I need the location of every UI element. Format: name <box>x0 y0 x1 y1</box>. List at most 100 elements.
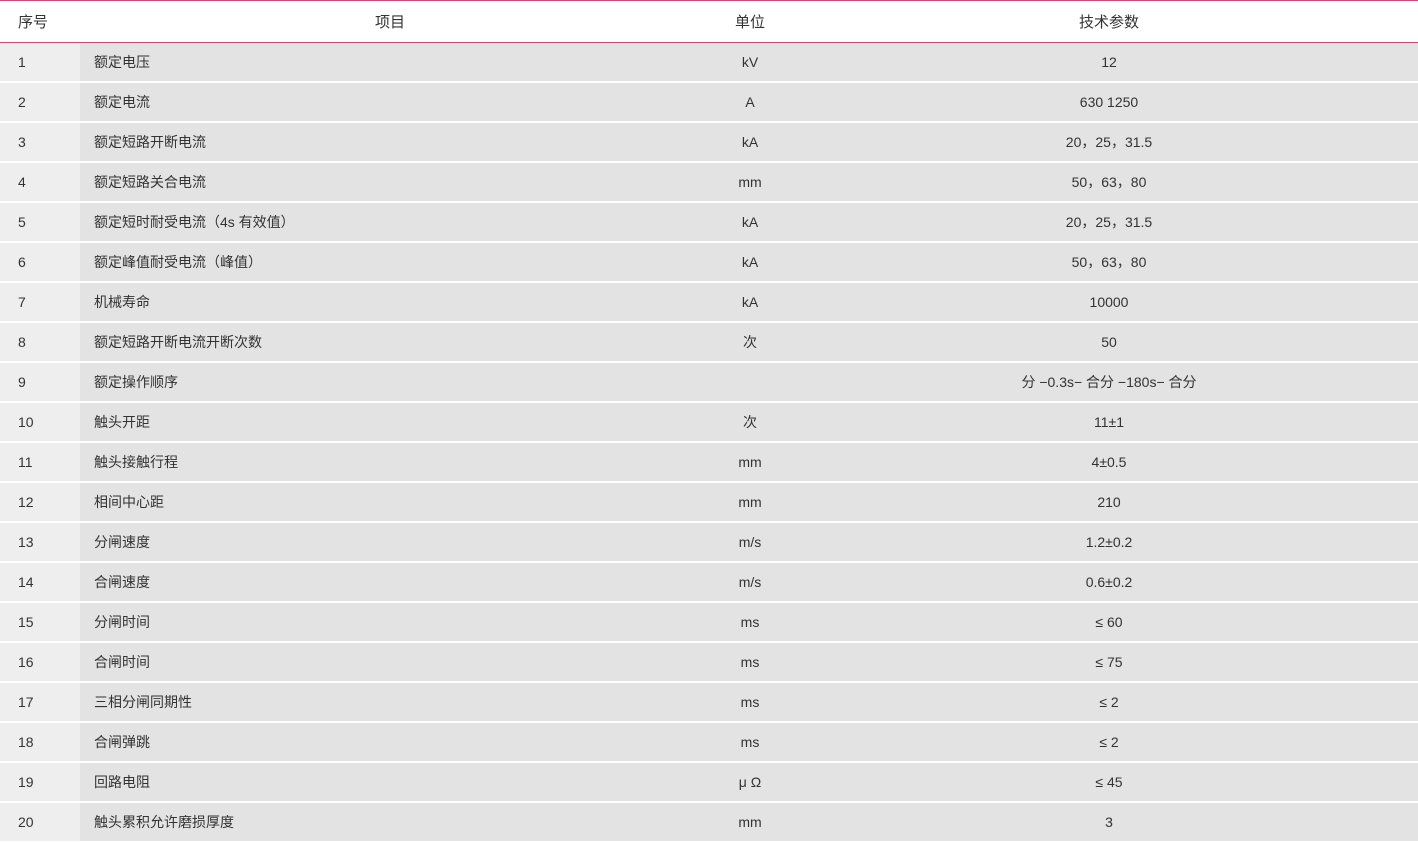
cell-param: 11±1 <box>800 402 1418 442</box>
table-row: 15分闸时间ms≤ 60 <box>0 602 1418 642</box>
table-row: 12相间中心距mm210 <box>0 482 1418 522</box>
spec-table: 序号 项目 单位 技术参数 1额定电压kV122额定电流A630 12503额定… <box>0 0 1418 843</box>
cell-seq: 16 <box>0 642 80 682</box>
table-row: 6额定峰值耐受电流（峰值）kA50，63，80 <box>0 242 1418 282</box>
table-row: 11触头接触行程mm4±0.5 <box>0 442 1418 482</box>
cell-item: 额定短时耐受电流（4s 有效值） <box>80 202 700 242</box>
cell-unit: 次 <box>700 402 800 442</box>
cell-seq: 9 <box>0 362 80 402</box>
cell-seq: 12 <box>0 482 80 522</box>
cell-param: ≤ 2 <box>800 682 1418 722</box>
header-item: 项目 <box>80 1 700 43</box>
cell-item: 合闸速度 <box>80 562 700 602</box>
cell-seq: 13 <box>0 522 80 562</box>
cell-param: 1.2±0.2 <box>800 522 1418 562</box>
cell-item: 额定操作顺序 <box>80 362 700 402</box>
cell-unit: kV <box>700 43 800 83</box>
cell-unit: mm <box>700 802 800 842</box>
cell-item: 三相分闸同期性 <box>80 682 700 722</box>
cell-seq: 4 <box>0 162 80 202</box>
header-seq: 序号 <box>0 1 80 43</box>
cell-param: 4±0.5 <box>800 442 1418 482</box>
header-row: 序号 项目 单位 技术参数 <box>0 1 1418 43</box>
cell-seq: 18 <box>0 722 80 762</box>
cell-item: 额定短路开断电流开断次数 <box>80 322 700 362</box>
cell-unit: ms <box>700 642 800 682</box>
cell-item: 额定电流 <box>80 82 700 122</box>
cell-unit: m/s <box>700 562 800 602</box>
cell-param: 630 1250 <box>800 82 1418 122</box>
table-row: 7机械寿命kA10000 <box>0 282 1418 322</box>
table-row: 13分闸速度m/s1.2±0.2 <box>0 522 1418 562</box>
cell-unit: kA <box>700 242 800 282</box>
cell-param: 50，63，80 <box>800 162 1418 202</box>
cell-param: 分 −0.3s− 合分 −180s− 合分 <box>800 362 1418 402</box>
table-row: 1额定电压kV12 <box>0 43 1418 83</box>
table-row: 5额定短时耐受电流（4s 有效值）kA20，25，31.5 <box>0 202 1418 242</box>
cell-unit: mm <box>700 482 800 522</box>
cell-param: 10000 <box>800 282 1418 322</box>
cell-seq: 19 <box>0 762 80 802</box>
cell-param: 12 <box>800 43 1418 83</box>
table-row: 8额定短路开断电流开断次数次50 <box>0 322 1418 362</box>
cell-item: 额定电压 <box>80 43 700 83</box>
cell-item: 合闸时间 <box>80 642 700 682</box>
cell-seq: 14 <box>0 562 80 602</box>
cell-item: 相间中心距 <box>80 482 700 522</box>
cell-unit: A <box>700 82 800 122</box>
cell-unit: kA <box>700 202 800 242</box>
cell-item: 额定峰值耐受电流（峰值） <box>80 242 700 282</box>
header-unit: 单位 <box>700 1 800 43</box>
table-row: 16合闸时间ms≤ 75 <box>0 642 1418 682</box>
table-row: 17三相分闸同期性ms≤ 2 <box>0 682 1418 722</box>
cell-seq: 1 <box>0 43 80 83</box>
table-row: 19回路电阻μ Ω≤ 45 <box>0 762 1418 802</box>
cell-param: 50 <box>800 322 1418 362</box>
cell-item: 机械寿命 <box>80 282 700 322</box>
cell-seq: 20 <box>0 802 80 842</box>
cell-unit: kA <box>700 282 800 322</box>
cell-param: 20，25，31.5 <box>800 202 1418 242</box>
cell-seq: 15 <box>0 602 80 642</box>
cell-unit: ms <box>700 682 800 722</box>
cell-unit: mm <box>700 442 800 482</box>
cell-unit: 次 <box>700 322 800 362</box>
cell-unit: μ Ω <box>700 762 800 802</box>
header-param: 技术参数 <box>800 1 1418 43</box>
cell-unit <box>700 362 800 402</box>
cell-item: 触头接触行程 <box>80 442 700 482</box>
cell-seq: 8 <box>0 322 80 362</box>
table-row: 10触头开距次11±1 <box>0 402 1418 442</box>
cell-unit: ms <box>700 602 800 642</box>
cell-seq: 17 <box>0 682 80 722</box>
table-row: 18合闸弹跳ms≤ 2 <box>0 722 1418 762</box>
cell-unit: m/s <box>700 522 800 562</box>
cell-seq: 7 <box>0 282 80 322</box>
cell-item: 分闸时间 <box>80 602 700 642</box>
cell-seq: 3 <box>0 122 80 162</box>
cell-param: ≤ 60 <box>800 602 1418 642</box>
table-row: 14合闸速度m/s0.6±0.2 <box>0 562 1418 602</box>
cell-item: 额定短路开断电流 <box>80 122 700 162</box>
cell-item: 触头开距 <box>80 402 700 442</box>
cell-item: 合闸弹跳 <box>80 722 700 762</box>
table-row: 9额定操作顺序 分 −0.3s− 合分 −180s− 合分 <box>0 362 1418 402</box>
cell-seq: 5 <box>0 202 80 242</box>
cell-seq: 10 <box>0 402 80 442</box>
cell-unit: kA <box>700 122 800 162</box>
cell-item: 额定短路关合电流 <box>80 162 700 202</box>
table-row: 4额定短路关合电流mm50，63，80 <box>0 162 1418 202</box>
cell-param: 20，25，31.5 <box>800 122 1418 162</box>
cell-param: 3 <box>800 802 1418 842</box>
cell-seq: 6 <box>0 242 80 282</box>
cell-param: ≤ 45 <box>800 762 1418 802</box>
cell-param: ≤ 2 <box>800 722 1418 762</box>
cell-unit: mm <box>700 162 800 202</box>
cell-item: 回路电阻 <box>80 762 700 802</box>
cell-seq: 2 <box>0 82 80 122</box>
table-body: 1额定电压kV122额定电流A630 12503额定短路开断电流kA20，25，… <box>0 43 1418 843</box>
cell-item: 触头累积允许磨损厚度 <box>80 802 700 842</box>
table-row: 3额定短路开断电流kA20，25，31.5 <box>0 122 1418 162</box>
cell-param: 50，63，80 <box>800 242 1418 282</box>
cell-item: 分闸速度 <box>80 522 700 562</box>
